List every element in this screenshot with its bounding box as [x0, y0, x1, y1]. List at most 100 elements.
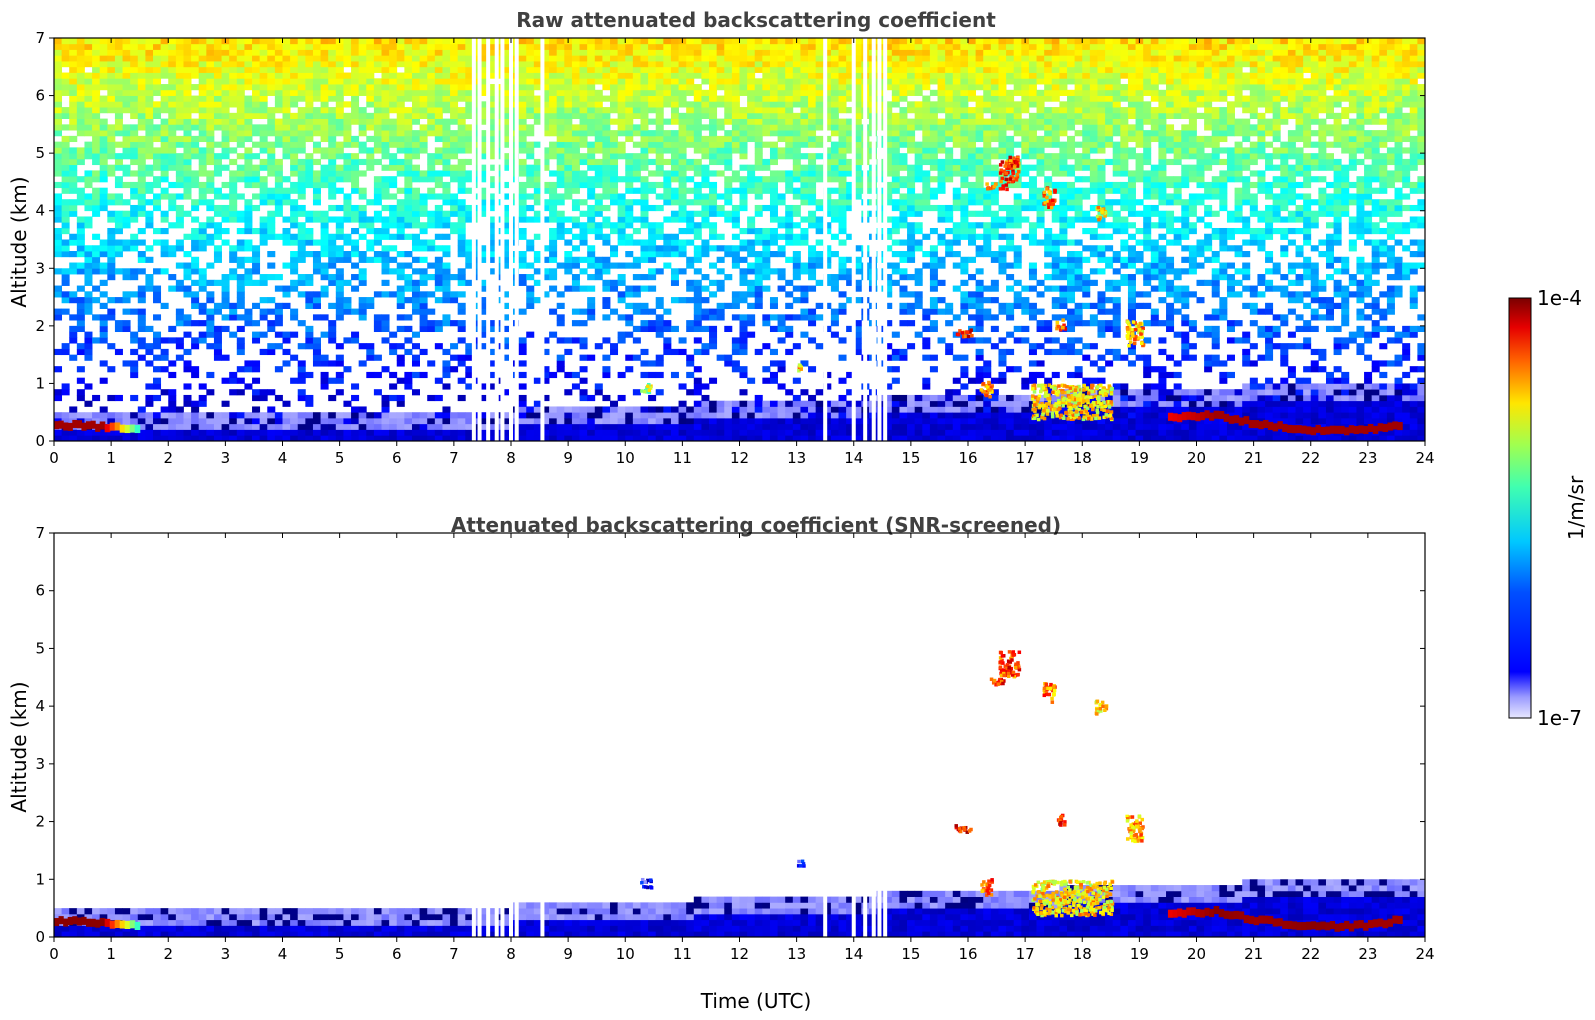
heatmap-cell [297, 279, 306, 286]
heatmap-cell [305, 181, 314, 189]
heatmap-cell [312, 61, 321, 68]
heatmap-cell [846, 38, 855, 45]
heatmap-cell [274, 101, 283, 108]
heatmap-cell [693, 193, 702, 200]
heatmap-cell [168, 435, 177, 442]
heatmap-cell [411, 72, 420, 79]
heatmap-cell [785, 72, 794, 79]
heatmap-cell [838, 394, 847, 402]
heatmap-cell [792, 417, 801, 425]
heatmap-cell [76, 412, 85, 419]
heatmap-cell [518, 164, 527, 171]
heatmap-cell [838, 84, 847, 91]
heatmap-cell [442, 72, 451, 79]
heatmap-cell [556, 61, 565, 68]
heatmap-cell [236, 135, 245, 143]
heatmap-cell [145, 141, 154, 148]
heatmap-cell [328, 274, 337, 281]
heatmap-cell [160, 429, 169, 436]
heatmap-cell [815, 400, 824, 407]
heatmap-cell [457, 176, 466, 183]
heatmap-cell [450, 210, 459, 217]
heatmap-cell [549, 61, 558, 68]
heatmap-cell [678, 130, 687, 137]
heatmap-cell [587, 95, 596, 102]
heatmap-cell [488, 348, 497, 356]
heatmap-cell [145, 222, 154, 229]
heatmap-cell [366, 124, 375, 131]
heatmap-cell [670, 417, 679, 425]
heatmap-cell [792, 274, 801, 281]
heatmap-cell [457, 394, 466, 402]
heatmap-cell [236, 325, 245, 333]
heatmap-cell [274, 343, 283, 350]
heatmap-cell [335, 291, 344, 298]
heatmap-cell [731, 423, 740, 430]
heatmap-cell [61, 383, 70, 390]
heatmap-cell [229, 216, 238, 223]
heatmap-cell [61, 72, 70, 79]
heatmap-cell [808, 256, 817, 263]
heatmap-cell [419, 423, 428, 430]
heatmap-cell [54, 308, 63, 315]
heatmap-cell [617, 216, 626, 223]
heatmap-cell [663, 158, 672, 166]
heatmap-cell [754, 107, 763, 114]
heatmap-cell [663, 417, 672, 425]
heatmap-cell [297, 124, 306, 131]
heatmap-cell [282, 429, 291, 436]
heatmap-cell [92, 61, 101, 68]
heatmap-cell [183, 210, 192, 217]
heatmap-cell [305, 210, 314, 217]
heatmap-cell [282, 337, 291, 344]
heatmap-cell [267, 43, 276, 50]
heatmap-cell [632, 95, 641, 102]
heatmap-cell [160, 101, 169, 108]
heatmap-cell [655, 325, 664, 333]
heatmap-cell [236, 366, 245, 373]
heatmap-cell [229, 124, 238, 131]
heatmap-cell [305, 337, 314, 344]
heatmap-cell [488, 320, 497, 327]
heatmap-cell [541, 164, 550, 171]
heatmap-cell [130, 147, 139, 154]
heatmap-cell [221, 112, 230, 119]
heatmap-cell [282, 348, 291, 356]
heatmap-cell [389, 423, 398, 430]
heatmap-cell [747, 124, 756, 131]
heatmap-cell [122, 38, 131, 45]
heatmap-cell [640, 107, 649, 114]
heatmap-cell [153, 291, 162, 298]
heatmap-cell [221, 400, 230, 407]
heatmap-cell [297, 164, 306, 171]
heatmap-cell [724, 245, 733, 252]
heatmap-cell [701, 245, 710, 252]
heatmap-cell [183, 187, 192, 194]
heatmap-cell [739, 141, 748, 148]
heatmap-cell [305, 417, 314, 425]
heatmap-cell [769, 371, 778, 379]
heatmap-cell [709, 291, 718, 298]
heatmap-cell [122, 412, 131, 419]
heatmap-cell [389, 130, 398, 137]
heatmap-cell [640, 147, 649, 154]
heatmap-cell [693, 245, 702, 252]
heatmap-cell [191, 61, 200, 68]
heatmap-cell [602, 279, 611, 286]
heatmap-cell [457, 170, 466, 177]
heatmap-cell [495, 55, 504, 62]
heatmap-cell [488, 325, 497, 333]
heatmap-cell [709, 343, 718, 350]
heatmap-cell [549, 153, 558, 160]
heatmap-cell [54, 227, 63, 235]
heatmap-cell [594, 89, 603, 96]
heatmap-cell [838, 141, 847, 148]
heatmap-cell [328, 61, 337, 68]
heatmap-cell [419, 245, 428, 252]
heatmap-cell [107, 72, 116, 79]
heatmap-cell [762, 204, 771, 212]
heatmap-cell [670, 38, 679, 45]
heatmap-cell [153, 49, 162, 56]
heatmap-cell [328, 423, 337, 430]
heatmap-cell [777, 118, 786, 125]
